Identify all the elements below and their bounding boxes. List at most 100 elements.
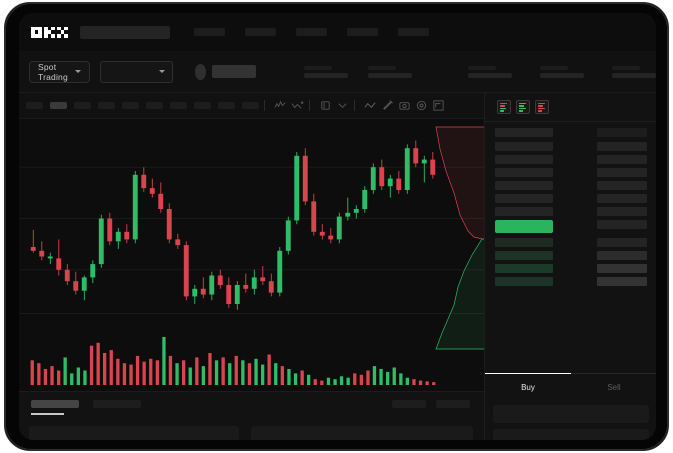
order-book-last-price-row (495, 220, 647, 233)
stat-value (467, 72, 512, 78)
last-price-secondary (597, 220, 647, 229)
column-header-amount (495, 128, 553, 137)
trend-line-icon[interactable] (364, 99, 377, 112)
stat-block-1 (303, 65, 348, 78)
stat-label (539, 65, 568, 70)
fullscreen-icon[interactable] (432, 99, 445, 112)
toolbar-divider (264, 100, 265, 111)
toolbar-divider (354, 100, 355, 111)
nav-links (194, 28, 429, 36)
order-book-ask-row[interactable] (495, 168, 647, 177)
timeframe-button-2[interactable] (50, 102, 67, 109)
order-book-ask-row[interactable] (495, 181, 647, 190)
nav-link-5[interactable] (398, 28, 429, 36)
settings-icon[interactable] (415, 99, 428, 112)
template-icon[interactable] (319, 99, 332, 112)
orders-panel (19, 391, 484, 440)
nav-link-4[interactable] (347, 28, 378, 36)
bid-amount (495, 251, 553, 260)
magnet-icon[interactable] (381, 99, 394, 112)
timeframe-button-10[interactable] (242, 102, 259, 109)
order-book-bid-row[interactable] (495, 238, 647, 247)
column-header-price (597, 128, 647, 137)
tab-sell[interactable]: Sell (571, 373, 656, 401)
toolbar-divider (309, 100, 310, 111)
order-field-1[interactable] (493, 405, 649, 423)
tab-order-history[interactable] (93, 400, 141, 408)
spot-trading-dropdown[interactable]: Spot Trading (29, 60, 91, 83)
bid-price (597, 251, 647, 260)
timeframe-button-8[interactable] (194, 102, 211, 109)
ask-amount (495, 194, 553, 203)
stat-label (611, 65, 640, 70)
order-book-rows[interactable] (485, 121, 656, 361)
ask-price (597, 155, 647, 164)
bid-amount (495, 264, 553, 273)
stat-label (303, 65, 332, 70)
order-book-panel: Buy Sell (484, 93, 656, 440)
stat-value (539, 72, 584, 78)
orders-card-2[interactable] (251, 426, 473, 440)
timeframe-button-6[interactable] (146, 102, 163, 109)
last-price-display (212, 65, 256, 78)
trading-pair-select[interactable] (100, 60, 174, 83)
ask-amount (495, 155, 553, 164)
order-book-bid-row[interactable] (495, 251, 647, 260)
depth-view-bids-icon[interactable] (516, 100, 530, 114)
order-book-ask-row[interactable] (495, 155, 647, 164)
tab-open-orders[interactable] (31, 400, 79, 408)
order-book-bid-row[interactable] (495, 264, 647, 273)
camera-icon[interactable] (398, 99, 411, 112)
stat-block-2 (367, 65, 412, 78)
order-book-ask-row[interactable] (495, 194, 647, 203)
ask-price (597, 142, 647, 151)
okx-logo[interactable] (31, 26, 68, 38)
order-book-ask-row[interactable] (495, 142, 647, 151)
action-button-2[interactable] (436, 400, 470, 408)
timeframe-button-9[interactable] (218, 102, 235, 109)
spot-trading-label: Spot Trading (38, 61, 68, 82)
indicator-icon[interactable] (274, 99, 287, 112)
timeframe-button-1[interactable] (26, 102, 43, 109)
top-navigation-bar (19, 13, 656, 51)
orders-content (29, 426, 473, 440)
orders-actions (392, 400, 470, 408)
stat-value (367, 72, 412, 78)
timeframe-button-7[interactable] (170, 102, 187, 109)
bid-price (597, 238, 647, 247)
depth-view-asks-icon[interactable] (535, 100, 549, 114)
order-book-depth-overlay (435, 126, 495, 350)
tab-buy[interactable]: Buy (485, 373, 571, 401)
buy-sell-tab-group: Buy Sell (485, 373, 656, 401)
ask-amount (495, 142, 553, 151)
compare-icon[interactable] (291, 99, 304, 112)
nav-link-2[interactable] (245, 28, 276, 36)
ask-price (597, 181, 647, 190)
logo-letter-x (57, 26, 68, 38)
orders-card-1[interactable] (29, 426, 239, 440)
nav-link-1[interactable] (194, 28, 225, 36)
depth-view-both-icon[interactable] (497, 100, 511, 114)
bid-price (597, 277, 647, 286)
stat-block-3 (467, 65, 512, 78)
tablet-device-frame: Spot Trading (4, 2, 669, 451)
order-field-2[interactable] (493, 429, 649, 440)
chart-type-icon[interactable] (336, 99, 349, 112)
nav-link-3[interactable] (296, 28, 327, 36)
stat-value (611, 72, 656, 78)
bid-amount (495, 277, 553, 286)
chevron-down-icon (159, 70, 166, 73)
timeframe-button-3[interactable] (74, 102, 91, 109)
search-input[interactable] (80, 25, 170, 39)
active-tab-indicator (31, 413, 64, 415)
order-book-bid-row[interactable] (495, 277, 647, 286)
price-chart[interactable] (19, 119, 495, 391)
logo-letter-k (44, 26, 55, 38)
timeframe-button-5[interactable] (122, 102, 139, 109)
depth-view-toggle-group (485, 93, 656, 114)
stat-block-4 (539, 65, 584, 78)
bid-price (597, 264, 647, 273)
timeframe-button-4[interactable] (98, 102, 115, 109)
action-button-1[interactable] (392, 400, 426, 408)
order-book-ask-row[interactable] (495, 207, 647, 216)
